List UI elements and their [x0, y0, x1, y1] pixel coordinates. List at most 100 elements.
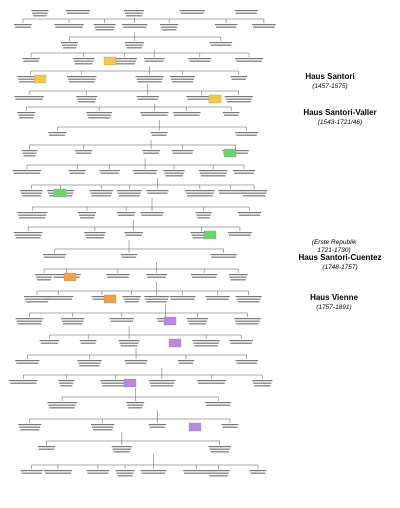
person-text — [124, 301, 139, 303]
person-text — [59, 382, 74, 384]
person — [124, 360, 148, 364]
person-text — [236, 323, 259, 325]
person-text — [49, 407, 75, 409]
person-text — [143, 152, 159, 154]
person — [186, 96, 217, 100]
person-text — [101, 382, 130, 384]
person — [233, 170, 255, 174]
person-text — [58, 380, 75, 382]
person-text — [148, 380, 176, 382]
person-text — [91, 424, 115, 426]
person-text — [9, 380, 38, 382]
person-text — [149, 426, 165, 428]
person — [188, 58, 212, 62]
person — [76, 96, 98, 103]
person-text — [228, 274, 248, 276]
person-text — [118, 340, 140, 342]
person-text — [160, 26, 178, 28]
person — [146, 274, 167, 278]
person — [221, 424, 239, 428]
person-text — [234, 10, 258, 12]
person-text — [218, 190, 244, 192]
person-text — [141, 472, 166, 474]
person-text — [61, 44, 78, 46]
person-text — [206, 404, 231, 406]
person-text — [55, 26, 83, 28]
person — [116, 212, 136, 216]
person-text — [199, 172, 227, 174]
person-text — [117, 475, 133, 477]
person — [86, 470, 110, 474]
person-text — [224, 96, 253, 98]
person-text — [60, 42, 79, 44]
person-text — [111, 446, 133, 448]
person-text — [180, 12, 204, 14]
person-text — [113, 63, 135, 65]
person-text — [208, 472, 229, 474]
highlighted-person — [103, 56, 117, 66]
person — [252, 24, 276, 28]
person-text — [215, 26, 237, 28]
person-text — [192, 340, 220, 342]
person — [60, 42, 79, 49]
person — [17, 112, 36, 119]
person-text — [122, 296, 141, 298]
house-period: (1457-1575) — [312, 83, 347, 90]
person — [31, 10, 49, 17]
person-text — [33, 15, 47, 17]
person-text — [122, 24, 148, 26]
person — [91, 424, 115, 431]
person-text — [140, 112, 169, 114]
person-text — [142, 150, 160, 152]
person — [18, 424, 42, 431]
person-text — [205, 402, 232, 404]
person — [72, 58, 95, 65]
person-text — [252, 24, 276, 26]
person-text — [116, 190, 142, 192]
person — [177, 360, 194, 364]
person-text — [165, 175, 183, 177]
person-text — [18, 214, 47, 216]
person-text — [21, 195, 41, 197]
person-text — [172, 112, 201, 114]
person-text — [127, 404, 144, 406]
person — [19, 190, 43, 197]
person-text — [124, 10, 145, 12]
person-text — [18, 114, 35, 116]
person — [42, 254, 67, 258]
person-text — [250, 472, 266, 474]
person-text — [102, 385, 129, 387]
person — [148, 424, 166, 428]
person-text — [186, 192, 214, 194]
person-text — [123, 26, 147, 28]
person-text — [61, 318, 85, 320]
person-text — [37, 279, 51, 281]
person-text — [253, 382, 272, 384]
person-text — [211, 256, 236, 258]
person-text — [190, 232, 213, 234]
person-text — [14, 234, 42, 236]
person-text — [231, 78, 247, 80]
person-text — [87, 472, 109, 474]
person-text — [209, 42, 233, 44]
person-text — [222, 426, 238, 428]
person — [140, 470, 167, 474]
person — [47, 402, 77, 409]
person — [77, 360, 102, 367]
person — [234, 10, 258, 14]
person-text — [150, 385, 174, 387]
person-text — [44, 298, 73, 300]
person-text — [125, 12, 144, 14]
person-text — [111, 58, 137, 60]
person-text — [170, 298, 195, 300]
person-text — [128, 407, 143, 409]
person — [235, 296, 262, 303]
person — [23, 296, 51, 303]
person-text — [172, 81, 193, 83]
person-text — [22, 152, 37, 154]
person-text — [65, 10, 91, 12]
person-text — [150, 132, 168, 134]
person-text — [210, 254, 237, 256]
person — [122, 296, 141, 303]
